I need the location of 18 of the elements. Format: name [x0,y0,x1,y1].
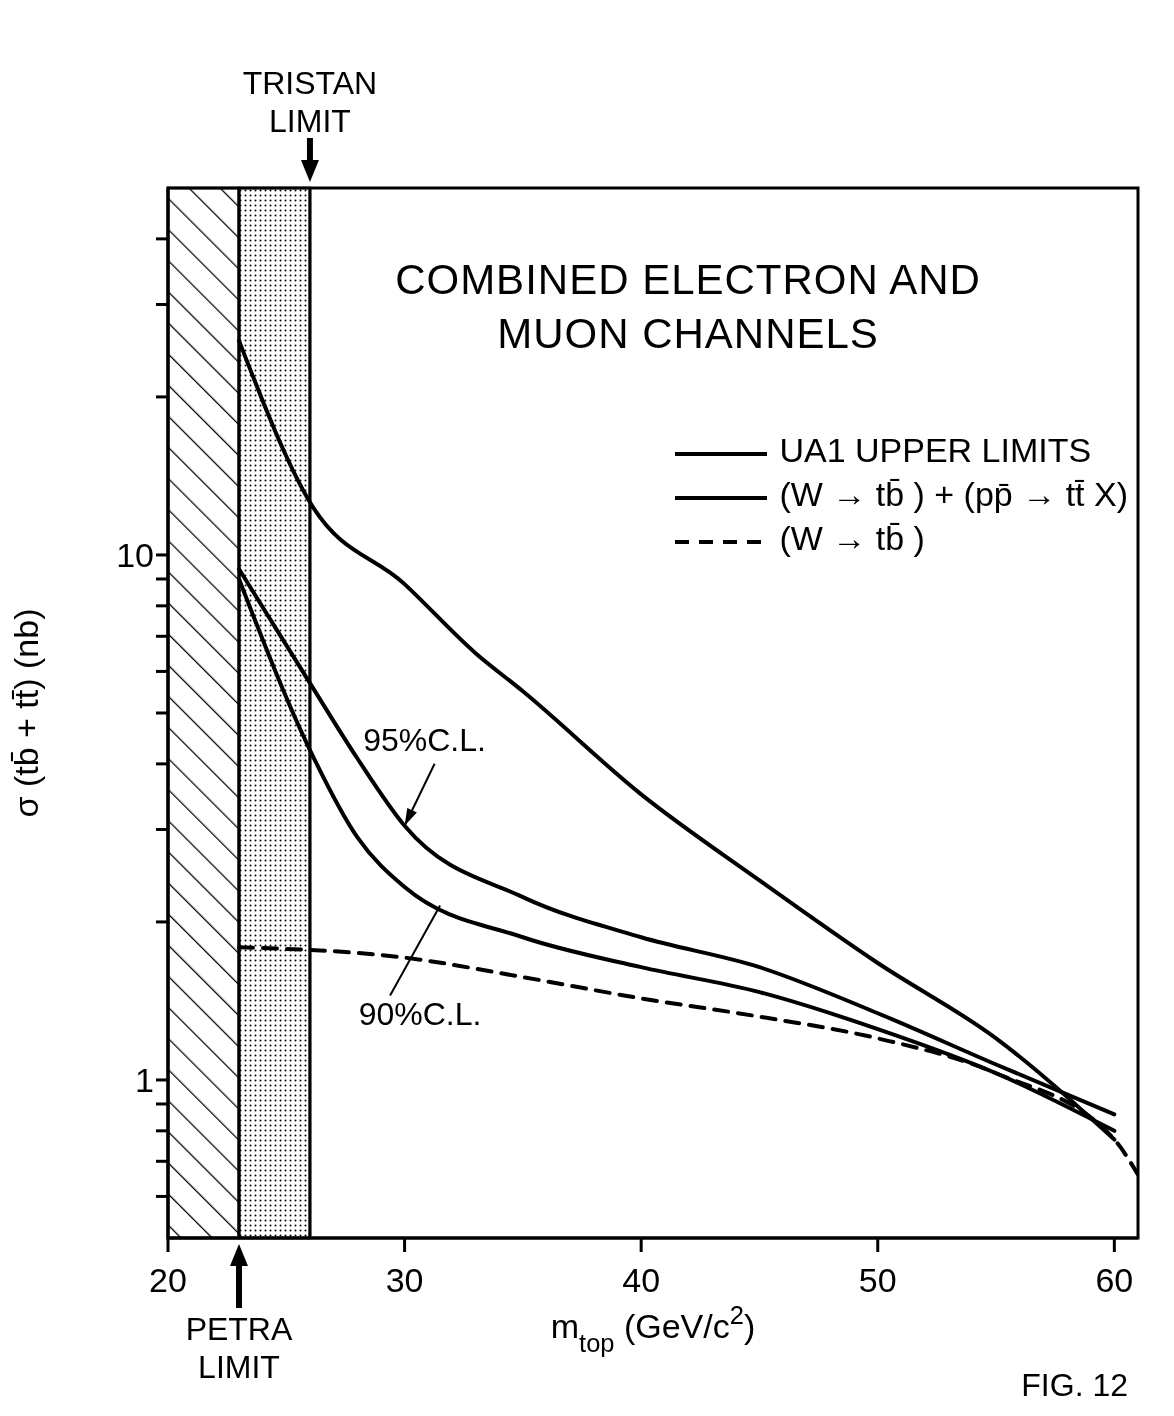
y-tick-label: 1 [135,1061,154,1100]
legend-label: UA1 UPPER LIMITS [779,430,1092,470]
legend-label: (W → tb̄ ) [779,518,925,558]
legend-label: (W → tb̄ ) + (pp̄ → tt̄ X) [779,474,1128,514]
annotation: 95%C.L. [363,721,486,758]
caption: FIG. 12 [1021,1367,1128,1404]
y-tick-label: 10 [116,536,154,575]
y-axis-title: σ (tb̄ + tt̄) (nb) [7,608,45,818]
x-tick-label: 20 [149,1261,187,1300]
x-tick-label: 60 [1095,1261,1134,1300]
x-tick-label: 30 [385,1261,424,1300]
text: COMBINED ELECTRON AND MUON CHANNELS [394,255,982,359]
x-tick-label: 50 [858,1261,897,1300]
x-tick-label: 40 [622,1261,661,1300]
annotation: 90%C.L. [358,996,482,1033]
ref-line-label: PETRA LIMIT [185,1311,293,1385]
x-axis-title: m$_{top}$ (GeV/c$^{2}$) [550,1301,756,1357]
ref-line-label: TRISTAN LIMIT [242,65,378,139]
